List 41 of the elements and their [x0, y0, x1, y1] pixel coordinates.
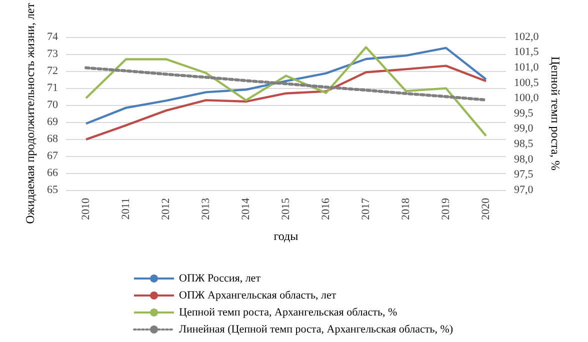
y2-tick-label: 101,5: [514, 46, 540, 58]
x-tick-label: 2013: [200, 198, 212, 220]
line-series: [84, 64, 488, 141]
y2-axis-title: Цепной темп роста, %: [548, 56, 563, 171]
y-tick-label: 69: [47, 116, 58, 128]
x-tick-label: 2017: [360, 198, 372, 220]
line-series: [84, 66, 488, 102]
y-tick-label: 68: [47, 132, 58, 145]
y2-tick-label: 101,0: [514, 61, 540, 74]
y2-tick-label: 99,0: [514, 122, 534, 135]
y2-tick-label: 102,0: [514, 30, 540, 43]
x-tick-label: 2015: [280, 198, 292, 220]
y-tick-label: 67: [47, 150, 58, 162]
y2-tick-label: 97,0: [514, 184, 534, 196]
x-tick-label: 2014: [240, 198, 252, 220]
y-tick-label: 65: [47, 184, 58, 196]
y2-tick-label: 99,5: [514, 107, 534, 120]
y-tick-label: 73: [47, 48, 58, 60]
legend-label: Линейная (Цепной темп роста, Архангельская область, %): [179, 324, 454, 336]
legend-label: Цепной темп роста, Архангельская область, %: [179, 306, 398, 318]
y-tick-label: 66: [47, 166, 58, 179]
x-tick-label: 2020: [480, 198, 492, 220]
y-tick-label: 71: [47, 82, 58, 94]
x-tick-label: 2011: [120, 198, 132, 220]
y-axis-title: Ожидаемая продолжительность жизни, лет: [23, 2, 38, 224]
y2-tick-label: 98,5: [514, 138, 534, 150]
y2-tick-label: 98,0: [514, 153, 534, 166]
x-tick-label: 2010: [80, 198, 92, 220]
y-tick-label: 72: [47, 64, 58, 77]
x-axis-title: годы: [274, 229, 298, 243]
x-tick-label: 2012: [160, 198, 172, 220]
y2-tick-label: 100,0: [514, 92, 540, 104]
y-tick-label: 74: [47, 30, 58, 43]
y-tick-label: 70: [47, 98, 58, 111]
x-tick-label: 2018: [400, 198, 412, 220]
y2-tick-label: 97,5: [514, 168, 534, 181]
y2-tick-label: 100,5: [514, 76, 540, 89]
x-tick-label: 2016: [320, 198, 332, 220]
legend-label: ОПЖ Архангельская область, лет: [179, 290, 336, 302]
x-tick-label: 2019: [440, 198, 452, 220]
legend-label: ОПЖ Россия, лет: [179, 272, 261, 284]
